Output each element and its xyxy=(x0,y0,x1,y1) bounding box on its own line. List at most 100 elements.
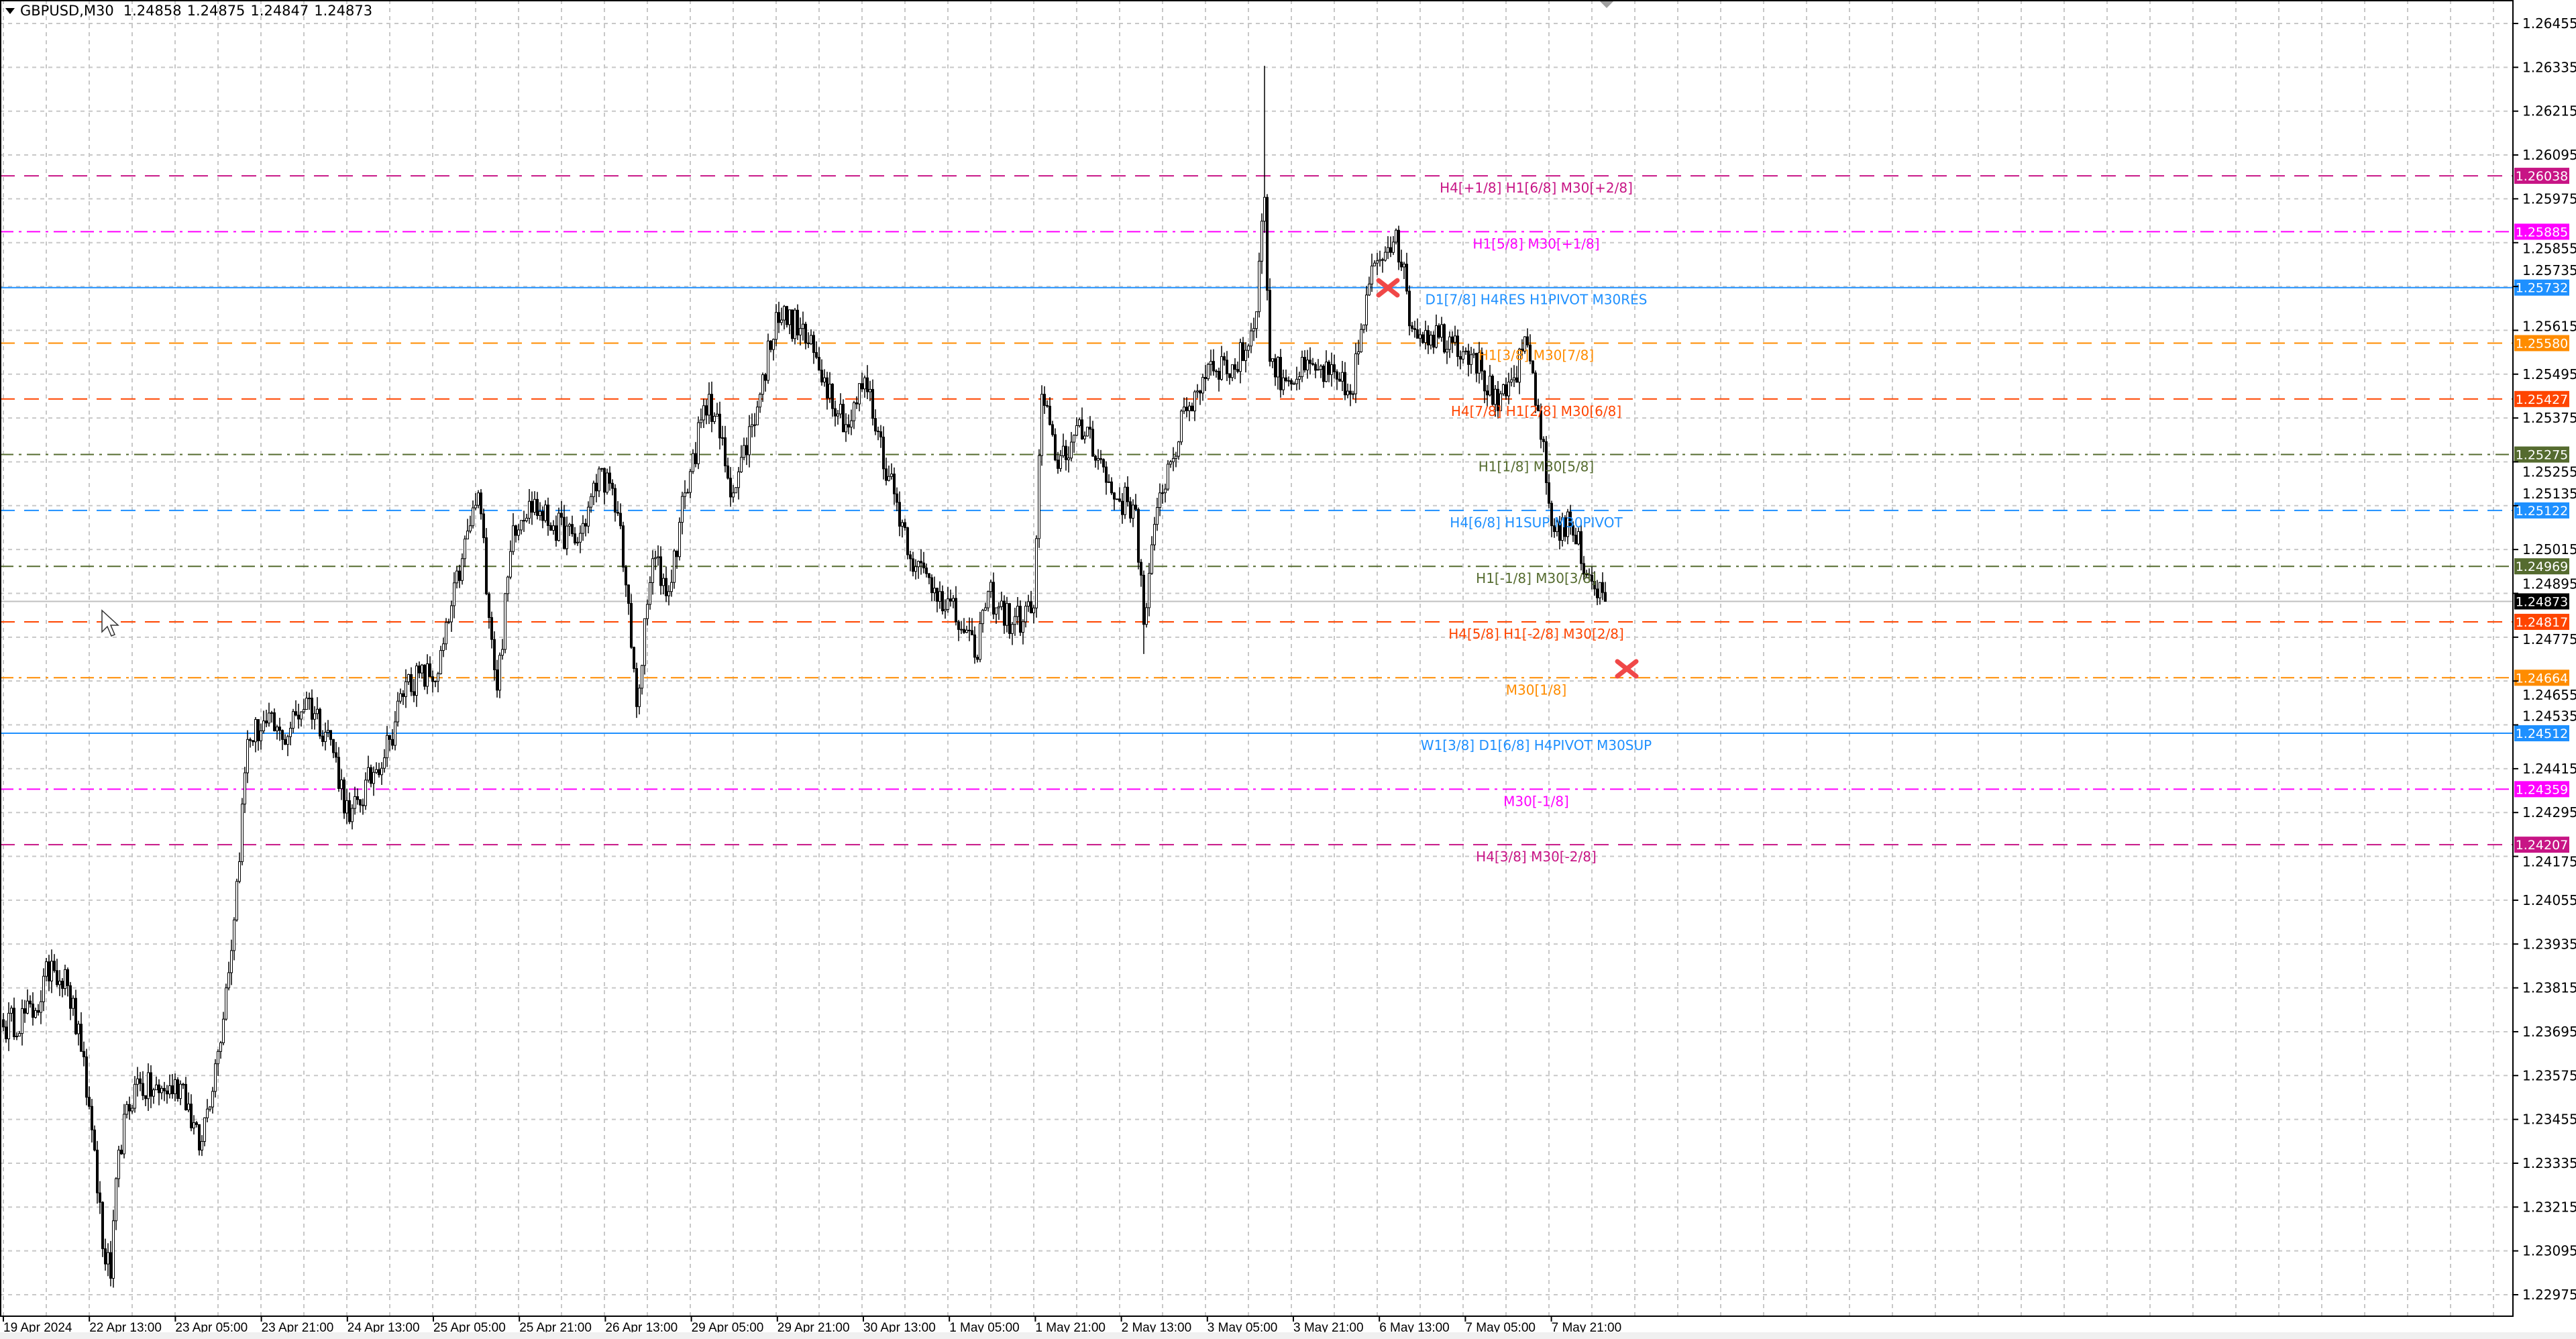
candle-bull xyxy=(1156,507,1159,525)
candle-bear xyxy=(1338,378,1341,382)
candle-bear xyxy=(332,739,335,753)
level-price-tag xyxy=(2514,781,2569,798)
candle-bull xyxy=(783,306,786,321)
candle-bear xyxy=(1199,390,1201,394)
candle-bear xyxy=(820,370,823,382)
candle-bull xyxy=(1024,606,1027,623)
candle-bull xyxy=(504,593,506,650)
candle-bear xyxy=(150,1072,152,1097)
candle-bear xyxy=(1532,360,1534,374)
candle-bear xyxy=(818,357,820,371)
candle-bear xyxy=(388,735,391,740)
candle-bull xyxy=(303,709,305,712)
candle-bull xyxy=(289,728,292,737)
candle-bear xyxy=(920,561,922,564)
candle-bear xyxy=(1569,511,1572,527)
price-tick-label: 1.23095 xyxy=(2522,1243,2576,1259)
candle-bear xyxy=(764,374,767,381)
time-tick-label: 24 Apr 13:00 xyxy=(347,1321,420,1335)
candle-bull xyxy=(107,1252,109,1265)
candle-bull xyxy=(72,998,74,1009)
candle-bull xyxy=(50,961,53,981)
candle-bull xyxy=(1011,624,1014,634)
candle-bear xyxy=(69,985,72,1009)
candle-bear xyxy=(619,513,622,527)
candle-bull xyxy=(345,800,348,814)
candle-bull xyxy=(18,1033,21,1037)
candle-bear xyxy=(866,377,869,392)
price-tick-label: 1.25375 xyxy=(2522,410,2576,426)
level-price-tag-text: 1.25122 xyxy=(2516,504,2569,519)
candle-bull xyxy=(396,700,399,722)
candle-bull xyxy=(246,739,249,773)
candle-bull xyxy=(1470,354,1472,365)
candle-bear xyxy=(1266,197,1269,291)
price-tick-label: 1.25255 xyxy=(2522,464,2576,480)
time-tick-label: 3 May 21:00 xyxy=(1293,1321,1364,1335)
candle-bull xyxy=(1435,325,1438,348)
candle-bear xyxy=(1228,373,1231,378)
level-price-tag-text: 1.24969 xyxy=(2516,559,2569,574)
candle-bear xyxy=(1094,456,1097,461)
collapse-triangle-icon[interactable] xyxy=(5,7,15,14)
candle-bear xyxy=(101,1201,104,1249)
candle-bear xyxy=(1591,574,1593,582)
candle-bull xyxy=(292,711,294,729)
candle-bull xyxy=(327,730,329,733)
candle-bear xyxy=(955,598,957,623)
candle-bull xyxy=(1489,376,1491,396)
candle-bull xyxy=(1059,455,1062,469)
level-label: H1[3/8] M30[7/8] xyxy=(1479,347,1594,363)
candle-bull xyxy=(512,525,515,552)
candle-bear xyxy=(1274,358,1277,378)
candle-bull xyxy=(1513,377,1515,380)
level-price-tag-text: 1.25427 xyxy=(2516,392,2569,407)
candle-bull xyxy=(340,780,343,789)
candle-bull xyxy=(286,736,289,745)
level-label: H4[6/8] H1SUP M30PIVOT xyxy=(1450,515,1623,531)
candle-bear xyxy=(877,431,879,433)
candle-bear xyxy=(515,525,517,536)
candle-bear xyxy=(949,598,952,602)
candle-bear xyxy=(963,629,965,633)
candle-bear xyxy=(536,498,539,517)
candle-bear xyxy=(1142,574,1145,625)
price-tick-label: 1.26215 xyxy=(2522,103,2576,119)
candle-bull xyxy=(1298,376,1301,380)
price-tick-label: 1.26335 xyxy=(2522,59,2576,75)
time-tick-label: 29 Apr 21:00 xyxy=(777,1321,850,1335)
candle-bull xyxy=(407,674,410,682)
candle-bull xyxy=(268,712,270,724)
candle-bull xyxy=(477,492,480,506)
candle-bull xyxy=(590,496,592,508)
candle-bear xyxy=(29,1000,32,1005)
level-price-tag-text: 1.25732 xyxy=(2516,281,2569,296)
candle-bull xyxy=(1561,517,1564,541)
candle-bull xyxy=(1067,458,1070,460)
candle-bull xyxy=(472,507,474,527)
candle-bear xyxy=(294,711,297,716)
candle-bear xyxy=(1314,364,1317,371)
candle-bear xyxy=(99,1192,101,1203)
candle-bull xyxy=(528,500,531,519)
candle-bear xyxy=(335,752,337,758)
candle-bull xyxy=(214,1063,217,1092)
candle-bear xyxy=(91,1106,93,1130)
candle-bear xyxy=(378,769,380,775)
candle-bear xyxy=(171,1085,174,1094)
candle-bear xyxy=(769,340,772,350)
candle-bear xyxy=(158,1084,160,1093)
candle-bull xyxy=(1365,294,1368,325)
candle-bull xyxy=(136,1078,139,1085)
price-tick-label: 1.25735 xyxy=(2522,262,2576,278)
candle-bear xyxy=(321,735,324,742)
level-price-tag xyxy=(2514,335,2569,352)
candle-bull xyxy=(1395,229,1397,243)
candle-bull xyxy=(1210,361,1212,365)
candle-bull xyxy=(262,720,265,731)
candle-bull xyxy=(316,708,319,714)
candle-bull xyxy=(780,319,783,323)
candle-bull xyxy=(1430,335,1432,345)
